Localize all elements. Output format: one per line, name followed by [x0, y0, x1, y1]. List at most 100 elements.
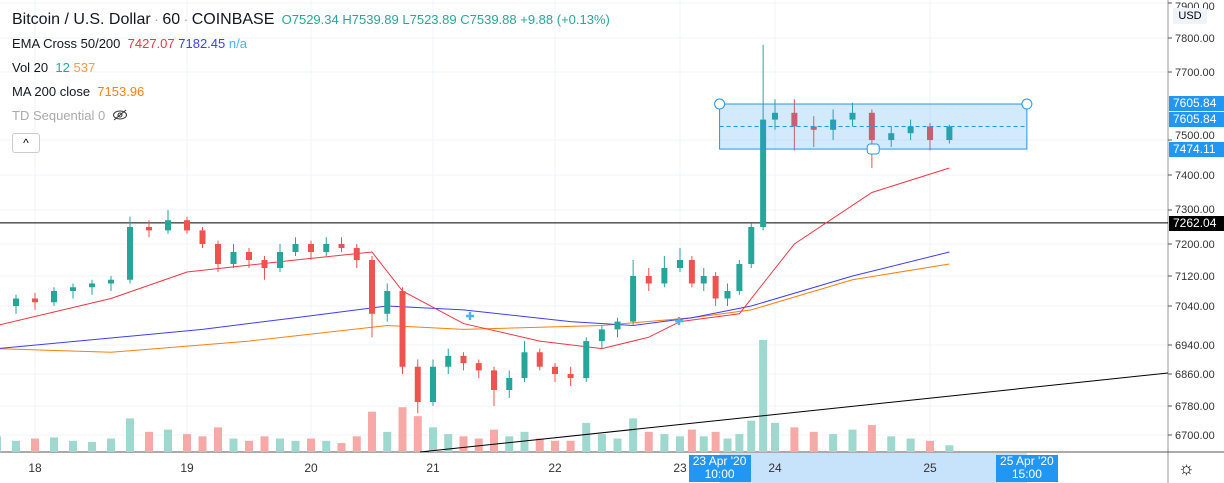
indicator-label: TD Sequential 0 [12, 108, 106, 123]
rectangle-handle[interactable] [866, 143, 880, 155]
rectangle-handle[interactable] [1021, 98, 1033, 110]
candle-body [614, 321, 621, 330]
volume-bar [69, 440, 77, 452]
trend-line [419, 372, 1169, 453]
volume-bar [926, 440, 934, 452]
indicator-label: EMA Cross 50/200 [12, 36, 121, 51]
separator: · [183, 12, 189, 27]
candle-body [630, 276, 637, 322]
volume-bar [429, 427, 437, 452]
volume-bar [597, 434, 606, 452]
volume-bar [459, 436, 468, 452]
volume-bar [887, 436, 896, 452]
candle-body [127, 227, 133, 280]
candle-body [712, 276, 719, 299]
candle-body [146, 227, 152, 231]
volume-bar [660, 434, 669, 452]
candle-body [907, 126, 914, 134]
x-tick-label: 23 [673, 461, 687, 475]
candle-body [369, 260, 375, 314]
indicator-ema-cross[interactable]: EMA Cross 50/200 7427.07 7182.45 n/a [12, 34, 610, 58]
volume-bar [747, 420, 756, 452]
volume-bar [848, 429, 857, 452]
volume-bar [322, 440, 331, 452]
volume-bar [12, 440, 20, 452]
volume-bar [474, 438, 483, 452]
y-tick-label: 6780.00 [1175, 401, 1215, 413]
candle-body [460, 355, 467, 364]
rectangle-handle[interactable] [714, 98, 726, 110]
candle-body [491, 370, 497, 390]
candle-body [261, 260, 268, 268]
interval[interactable]: 60 [162, 11, 181, 28]
cross-value: n/a [228, 36, 247, 51]
candle-body [552, 366, 558, 374]
indicator-vol[interactable]: Vol 20 12 537 [12, 58, 610, 82]
volume-bar [245, 440, 253, 452]
candle-body [32, 298, 38, 303]
y-tick-label: 7700.00 [1175, 67, 1215, 79]
ohlc-open: O7529.34 [281, 12, 339, 27]
time-selection-range [719, 453, 1027, 483]
x-tick-label: 21 [426, 461, 440, 475]
price-tag-box-top-2: 7605.84 [1169, 112, 1224, 127]
indicator-ma[interactable]: MA 200 close 7153.96 [12, 82, 610, 106]
candle-body [246, 252, 252, 260]
volume-bar [867, 425, 876, 452]
volume-bar [229, 438, 238, 452]
volume-bar [790, 427, 799, 452]
y-tick-label: 6860.00 [1175, 369, 1215, 381]
candle-body [51, 291, 57, 303]
candle-body [760, 119, 767, 227]
volume-bar [107, 438, 115, 452]
candle-body [215, 244, 221, 264]
ohlc-high: H7539.89 [342, 12, 399, 27]
candle-body [946, 126, 953, 140]
volume-bar [0, 436, 1, 452]
gear-icon[interactable]: ☼ [1178, 458, 1195, 478]
ema200-line [0, 251, 950, 349]
candle-body [736, 264, 743, 291]
volume-ma-value: 537 [73, 60, 96, 75]
volume-bar [214, 427, 222, 452]
candle-body [338, 244, 345, 248]
volume-bar [687, 429, 696, 452]
volume-bar [126, 418, 134, 452]
ohlc-change: +9.88 (+0.13%) [520, 12, 610, 27]
cross-marker [675, 317, 683, 325]
x-tick-label: 22 [548, 461, 562, 475]
volume-bar [444, 434, 453, 452]
price-tag-hline: 7262.04 [1169, 216, 1224, 231]
candle-body [108, 279, 114, 284]
candle-body [536, 352, 543, 367]
candle-body [430, 366, 436, 402]
volume-bar [535, 438, 544, 452]
eye-off-icon[interactable] [112, 108, 128, 123]
candle-body [384, 291, 391, 314]
volume-bar [50, 437, 58, 452]
y-tick-label: 6940.00 [1175, 340, 1215, 352]
currency-label[interactable]: USD [1173, 8, 1207, 24]
candle-body [868, 112, 875, 140]
candle-body [199, 230, 206, 244]
y-tick-label: 7200.00 [1175, 239, 1215, 251]
collapse-legend-button[interactable]: ^ [12, 133, 40, 153]
candle-body [700, 276, 707, 284]
candle-body [165, 220, 171, 231]
indicator-td[interactable]: TD Sequential 0 [12, 106, 610, 130]
candle-body [230, 252, 237, 264]
symbol-title[interactable]: Bitcoin / U.S. Dollar [12, 11, 151, 28]
candle-body [830, 119, 837, 130]
candle-body [598, 329, 605, 342]
volume-bar [644, 431, 653, 452]
volume-bar [490, 429, 498, 452]
volume-bar [337, 443, 346, 452]
y-tick-label: 7040.00 [1175, 301, 1215, 313]
candle-body [645, 276, 652, 284]
ohlc-close: C7539.88 [460, 12, 517, 27]
volume-bar [198, 436, 207, 452]
volume-bar [676, 436, 684, 452]
volume-bar [276, 438, 284, 452]
candle-body [292, 244, 299, 252]
